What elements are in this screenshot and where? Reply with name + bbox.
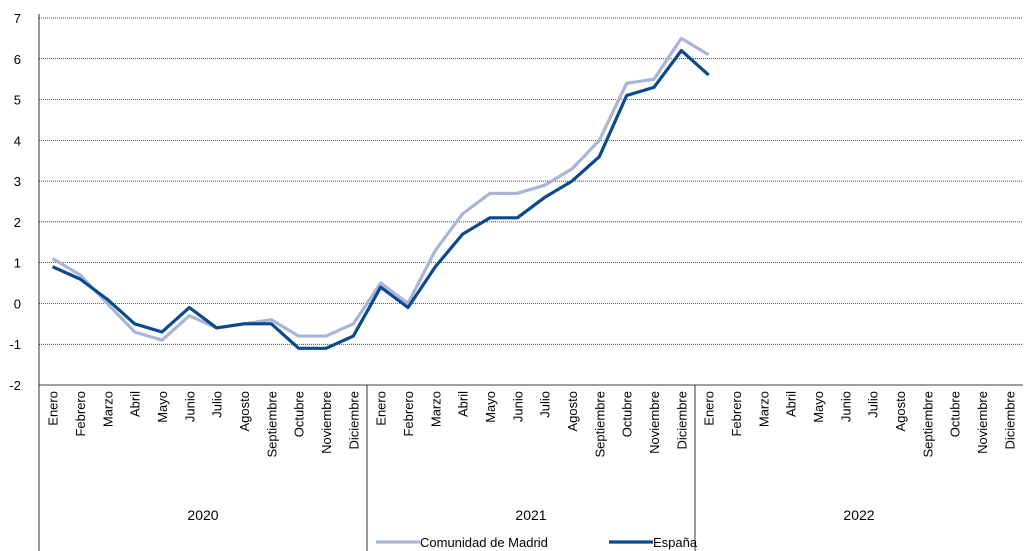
x-axis: Enero Febrero Marzo Abril Mayo Junio Julio Agos… [38,384,1023,551]
y-tick-label: 6 [14,52,21,67]
x-tick-label: Julio [866,391,881,418]
gridlines [39,17,1023,345]
x-tick-label: Julio [210,391,225,418]
y-tick-label: 5 [14,93,21,108]
x-tick-label: Septiembre [264,391,279,457]
x-tick-label: Noviembre [647,391,662,454]
x-tick-label: Junio [182,391,197,422]
x-tick-label: Abril [456,391,471,417]
x-tick-label: Octubre [620,391,635,437]
series-line-0 [51,36,710,342]
x-tick-label: Diciembre [674,391,689,450]
y-axis: -2 -1 0 1 2 3 4 5 6 7 [9,11,40,393]
x-tick-label: Diciembre [1002,391,1017,450]
legend-label: Comunidad de Madrid [420,535,548,550]
x-tick-label: Febrero [401,391,416,437]
y-tick-label: 3 [14,174,21,189]
legend: Comunidad de Madrid España [376,535,698,550]
y-tick-label: 4 [14,133,21,148]
x-tick-label: Junio [510,391,525,422]
x-tick-label: Enero [702,391,717,426]
x-tick-label: Septiembre [920,391,935,457]
series-lines [51,36,710,350]
y-tick-label: 1 [14,256,21,271]
y-tick-label: 2 [14,215,21,230]
x-tick-label: Enero [374,391,389,426]
x-tick-label: Marzo [100,391,115,427]
y-tick-label: 7 [14,11,21,26]
y-tick-label: 0 [14,296,21,311]
x-tick-label: Enero [46,391,61,426]
x-tick-label: Marzo [756,391,771,427]
year-label: 2021 [515,507,546,523]
x-tick-label: Febrero [73,391,88,437]
x-tick-label: Abril [784,391,799,417]
x-tick-label: Junio [838,391,853,422]
x-tick-label: Noviembre [975,391,990,454]
x-tick-label: Mayo [811,391,826,423]
x-tick-label: Abril [128,391,143,417]
x-tick-label: Agosto [565,391,580,431]
x-tick-label: Diciembre [346,391,361,450]
x-tick-label: Noviembre [319,391,334,454]
y-tick-label: -2 [9,378,21,393]
x-tick-label: Octubre [948,391,963,437]
x-tick-label: Septiembre [592,391,607,457]
series-line-1 [52,49,710,350]
x-tick-label: Agosto [893,391,908,431]
year-label: 2022 [843,507,874,523]
year-label: 2020 [187,507,218,523]
x-tick-label: Marzo [428,391,443,427]
x-tick-label: Octubre [292,391,307,437]
x-tick-label: Agosto [237,391,252,431]
x-tick-label: Mayo [155,391,170,423]
legend-label: España [653,535,698,550]
x-tick-label: Mayo [483,391,498,423]
x-tick-label: Julio [538,391,553,418]
x-tick-label: Febrero [729,391,744,437]
y-tick-label: -1 [9,337,21,352]
